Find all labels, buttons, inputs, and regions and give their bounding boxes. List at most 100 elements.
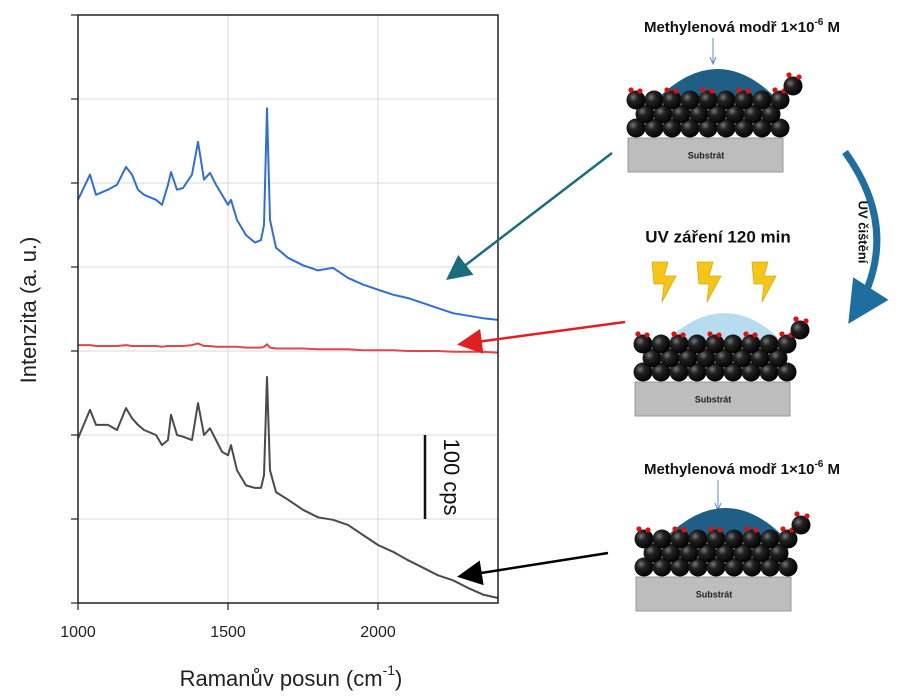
- particle: [760, 557, 780, 577]
- label-text: Methylenová modř 1×10: [644, 19, 814, 36]
- particle: [651, 334, 671, 354]
- substrate-label: Substrát: [688, 150, 725, 160]
- particle: [741, 334, 761, 354]
- dye: [671, 331, 677, 337]
- substrate: [627, 137, 784, 173]
- x-label-close: ): [395, 666, 402, 691]
- particle: [670, 557, 690, 577]
- particle: [669, 334, 689, 354]
- bolt: [651, 261, 677, 303]
- x-axis-label: Ramanův posun (cm-1): [180, 662, 403, 691]
- bolt: [696, 261, 722, 303]
- particle: [626, 90, 646, 110]
- particle: [644, 90, 664, 110]
- particle: [759, 334, 779, 354]
- particle: [723, 362, 743, 382]
- particle: [644, 118, 664, 138]
- dye: [709, 88, 715, 94]
- dye: [752, 332, 758, 338]
- pointer-arrow: [457, 551, 609, 586]
- particle: [750, 348, 770, 368]
- particle: [790, 320, 810, 340]
- particle: [715, 543, 735, 563]
- dye: [645, 527, 651, 533]
- dye: [672, 526, 678, 532]
- spectrum-line: [77, 376, 499, 599]
- substrate-label: Substrát: [696, 589, 733, 599]
- particle: [642, 348, 662, 368]
- x-tick-label: 1500: [210, 624, 246, 641]
- particle: [698, 118, 718, 138]
- particle: [724, 529, 744, 549]
- pointer-arrow: [457, 320, 626, 354]
- middle-label: UV záření 120 min: [645, 227, 791, 246]
- cleaning-arrow: [842, 149, 889, 324]
- particle: [783, 76, 803, 96]
- particle: [696, 348, 716, 368]
- dye: [745, 88, 751, 94]
- dye: [804, 513, 810, 519]
- particle: [732, 348, 752, 368]
- particle: [770, 118, 790, 138]
- particle: [716, 118, 736, 138]
- particle: [662, 118, 682, 138]
- particle: [768, 348, 788, 368]
- dye: [637, 88, 643, 94]
- dye: [707, 331, 713, 337]
- dye: [743, 331, 749, 337]
- dye: [673, 88, 679, 94]
- dye: [744, 526, 750, 532]
- particle: [743, 104, 763, 124]
- particle: [778, 529, 798, 549]
- particle: [723, 334, 743, 354]
- particle: [651, 362, 671, 382]
- particle: [759, 362, 779, 382]
- dye: [708, 526, 714, 532]
- scale-bar-label: 100 cps: [439, 438, 464, 515]
- particle: [778, 557, 798, 577]
- particle: [752, 90, 772, 110]
- x-tick-label: 1000: [60, 624, 96, 641]
- particle: [669, 362, 689, 382]
- particle: [734, 118, 754, 138]
- particle: [688, 557, 708, 577]
- label-unit: M: [823, 461, 840, 478]
- label-text: Methylenová modř 1×10: [644, 461, 814, 478]
- particle: [671, 104, 691, 124]
- particle: [761, 104, 781, 124]
- particle: [742, 557, 762, 577]
- y-axis-label: Intenzita (a. u.): [16, 237, 41, 384]
- cleaning-label: UV čištění: [856, 201, 871, 264]
- dye: [796, 74, 802, 80]
- particle: [652, 557, 672, 577]
- label-sup: -6: [814, 459, 823, 470]
- plot-frame: [77, 14, 499, 604]
- dye: [700, 87, 706, 93]
- x-tick-label: 2000: [360, 624, 396, 641]
- dye: [717, 527, 723, 533]
- particle: [662, 90, 682, 110]
- particle: [634, 557, 654, 577]
- particle: [652, 529, 672, 549]
- dye: [779, 331, 785, 337]
- particle: [769, 543, 789, 563]
- particle: [653, 104, 673, 124]
- dye: [786, 72, 792, 78]
- particle: [714, 348, 734, 368]
- particle: [634, 529, 654, 549]
- bolt: [751, 261, 777, 303]
- particle: [705, 334, 725, 354]
- particle: [670, 529, 690, 549]
- particle: [661, 543, 681, 563]
- label-sup: -6: [814, 17, 823, 28]
- particle: [633, 334, 653, 354]
- particle: [716, 90, 736, 110]
- substrate-label: Substrát: [695, 394, 732, 404]
- dye: [772, 87, 778, 93]
- particle: [679, 543, 699, 563]
- dye: [803, 318, 809, 324]
- particle: [724, 557, 744, 577]
- particle: [678, 348, 698, 368]
- x-label-sup: -1: [383, 662, 396, 678]
